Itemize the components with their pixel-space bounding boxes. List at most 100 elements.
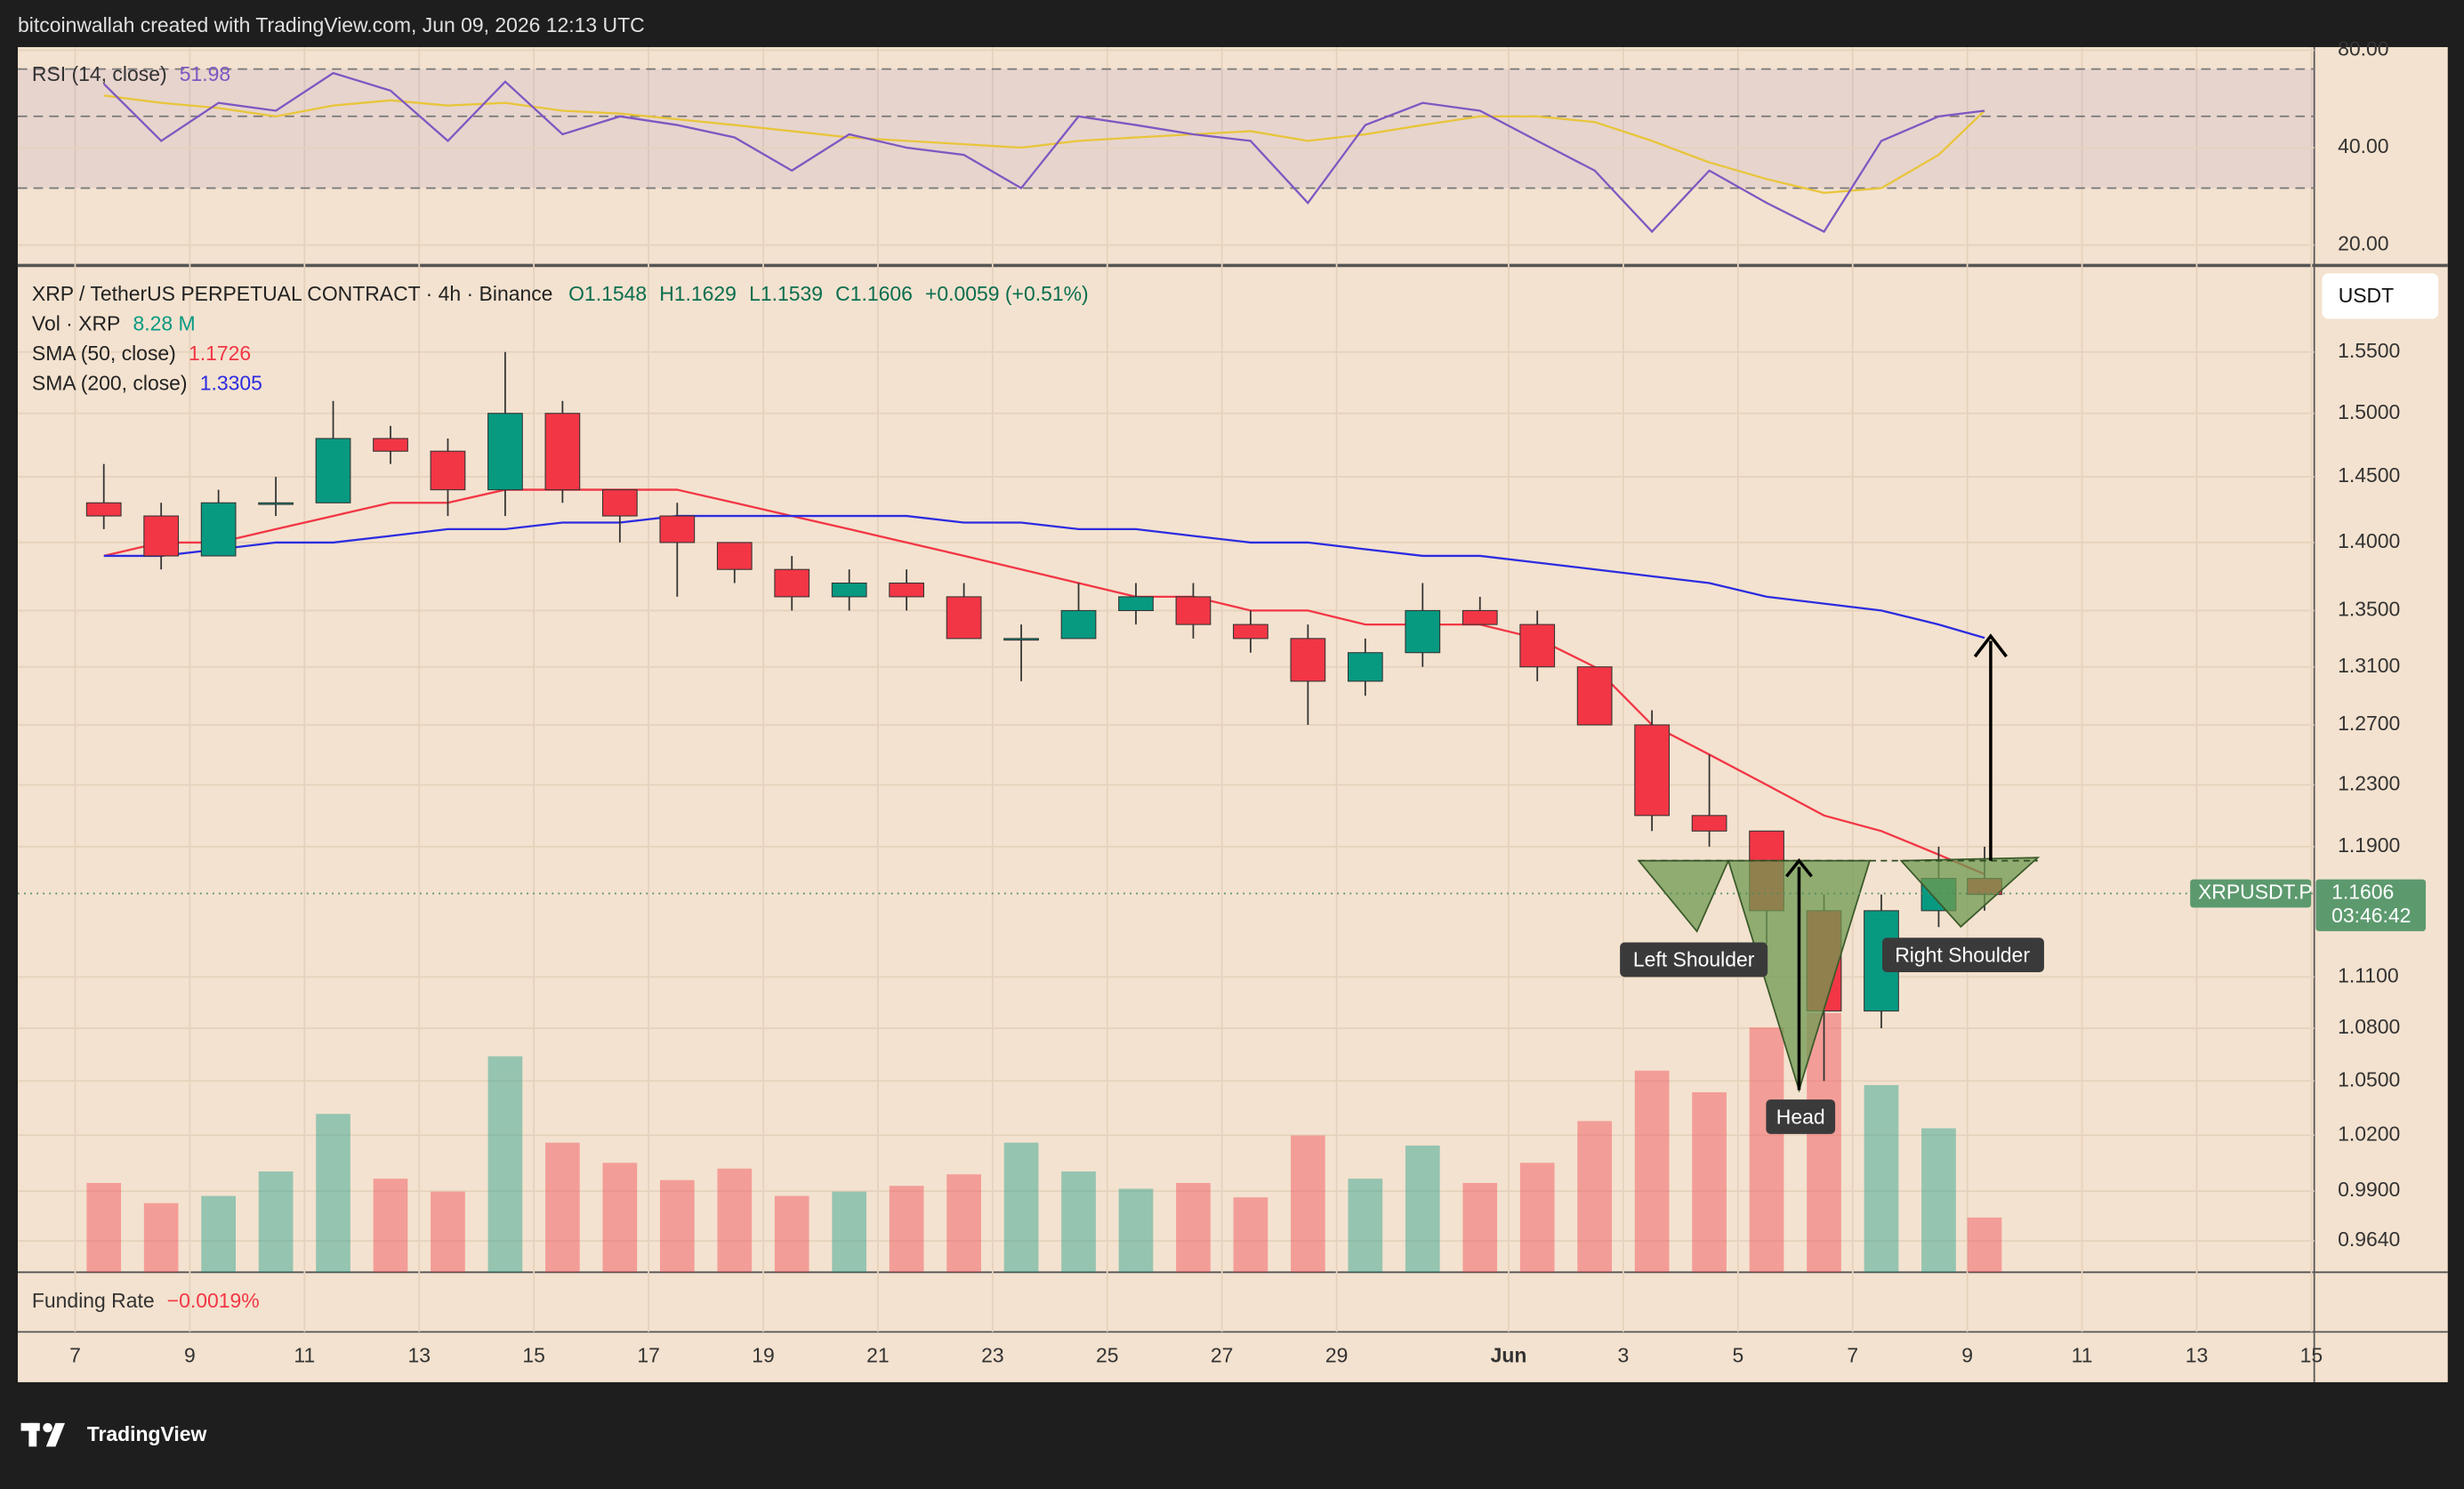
y-tick-label: 0.9640 — [2338, 1227, 2400, 1251]
candle-body — [1290, 638, 1326, 682]
candle-body — [85, 502, 122, 517]
y-tick-label: 1.0800 — [2338, 1015, 2400, 1038]
x-tick-label: 27 — [1211, 1344, 1234, 1367]
symbol-legend: XRP / TetherUS PERPETUAL CONTRACT · 4h ·… — [32, 282, 1089, 305]
candle-body — [143, 515, 180, 557]
x-tick-label: 11 — [2072, 1344, 2093, 1367]
arrow-head — [1973, 633, 2008, 658]
volume-bar — [946, 1174, 981, 1273]
arrow-head — [1784, 857, 1813, 878]
currency-button[interactable] — [2322, 273, 2439, 319]
rsi-value: 51.98 — [180, 62, 230, 85]
sma-line — [103, 488, 1985, 875]
header: bitcoinwallah created with TradingView.c… — [18, 13, 645, 36]
price-tag-countdown: 03:46:42 — [2331, 904, 2411, 927]
annotation: Head — [1776, 1105, 1825, 1128]
volume-bar — [258, 1171, 294, 1273]
volume-legend: Vol · XRP 8.28 M — [32, 312, 196, 335]
candle-body — [1118, 596, 1154, 611]
candle-body — [258, 502, 294, 505]
volume-bar — [201, 1195, 236, 1273]
volume-bar — [545, 1142, 580, 1273]
symbol-tag — [2190, 879, 2312, 908]
volume-bar — [659, 1179, 695, 1273]
volume-bar — [1291, 1135, 1325, 1273]
x-tick-label: 21 — [866, 1344, 890, 1367]
candle-body — [1461, 609, 1498, 625]
funding-legend: Funding Rate −0.0019% — [32, 1289, 260, 1312]
candle-body — [716, 542, 753, 570]
funding-title: Funding Rate — [32, 1289, 155, 1312]
volume-bar — [1634, 1070, 1670, 1273]
y-tick-label: 1.1900 — [2338, 833, 2400, 857]
volume-bar — [602, 1163, 638, 1273]
rsi-band — [18, 68, 2315, 189]
candle-body — [1175, 596, 1212, 625]
y-tick-label: 1.5500 — [2338, 339, 2400, 362]
volume-bar — [832, 1191, 867, 1273]
x-tick-label: 25 — [1096, 1344, 1119, 1367]
candle-body — [1576, 666, 1613, 726]
x-tick-label: 3 — [1618, 1344, 1630, 1367]
volume-bar — [431, 1191, 465, 1273]
volume-bar — [1061, 1171, 1096, 1273]
annotation: Right Shoulder — [1895, 943, 2030, 966]
y-tick-label: 1.0200 — [2338, 1122, 2400, 1145]
volume-bar — [86, 1182, 122, 1273]
volume-bar — [487, 1056, 523, 1273]
candle-body — [946, 596, 982, 640]
logo: TradingView — [20, 1422, 207, 1447]
rsi-tick-label: 40.00 — [2338, 134, 2388, 157]
label-box — [1766, 1099, 1836, 1134]
x-tick-label: 17 — [637, 1344, 660, 1367]
x-tick-label: 9 — [184, 1344, 196, 1367]
x-tick-label: 9 — [1961, 1344, 1973, 1367]
candle-body — [774, 568, 810, 598]
x-tick-label: 15 — [2300, 1344, 2323, 1367]
y-tick-label: 1.4000 — [2338, 529, 2400, 552]
candle-body — [1691, 815, 1727, 832]
candle-body — [430, 450, 466, 491]
y-tick-label: 1.1100 — [2338, 963, 2398, 986]
y-tick-label: 1.5000 — [2338, 400, 2400, 423]
volume-bar — [1692, 1091, 1727, 1273]
x-tick-label: 13 — [407, 1344, 431, 1367]
label-box — [1882, 938, 2044, 973]
candle-body — [831, 582, 867, 598]
volume-bar — [1749, 1027, 1784, 1273]
y-tick-label: 1.4500 — [2338, 463, 2400, 487]
ohlc: O1.1548 — [568, 282, 647, 305]
volume-bar — [1118, 1188, 1154, 1273]
legend-name: SMA (50, close) — [32, 342, 176, 365]
x-tick-label: 7 — [1847, 1344, 1858, 1367]
chart-area — [18, 46, 2448, 1382]
volume-bar — [373, 1179, 408, 1273]
rsi-tick-label: 80.00 — [2338, 37, 2388, 60]
candle-body — [889, 582, 925, 598]
ohlc: C1.1606 — [835, 282, 913, 305]
volume-bar — [316, 1114, 350, 1273]
sma-legend: SMA (50, close) 1.1726 — [32, 342, 251, 365]
legend-name: SMA (200, close) — [32, 372, 188, 395]
x-tick-label: 29 — [1325, 1344, 1349, 1367]
rsi-line — [102, 71, 1985, 234]
volume-bar — [774, 1195, 809, 1273]
candle-body — [487, 413, 523, 491]
candle-body — [373, 438, 408, 452]
volume-bar — [1348, 1179, 1383, 1273]
currency[interactable]: USDT — [2339, 284, 2394, 307]
price-tag-value: 1.1606 — [2331, 881, 2394, 904]
volume-bar — [1405, 1145, 1440, 1273]
x-tick-label: 11 — [294, 1344, 315, 1367]
volume-value: 8.28 M — [133, 312, 195, 335]
price-tag — [2315, 879, 2427, 931]
y-tick-label: 1.0500 — [2338, 1067, 2400, 1091]
rsi-ma-line — [103, 94, 1985, 195]
volume-bar — [1864, 1084, 1899, 1273]
volume-bar — [1233, 1197, 1268, 1273]
candle-body — [200, 502, 237, 557]
volume-bar — [1967, 1217, 2002, 1273]
legend-value: 1.3305 — [200, 372, 262, 395]
